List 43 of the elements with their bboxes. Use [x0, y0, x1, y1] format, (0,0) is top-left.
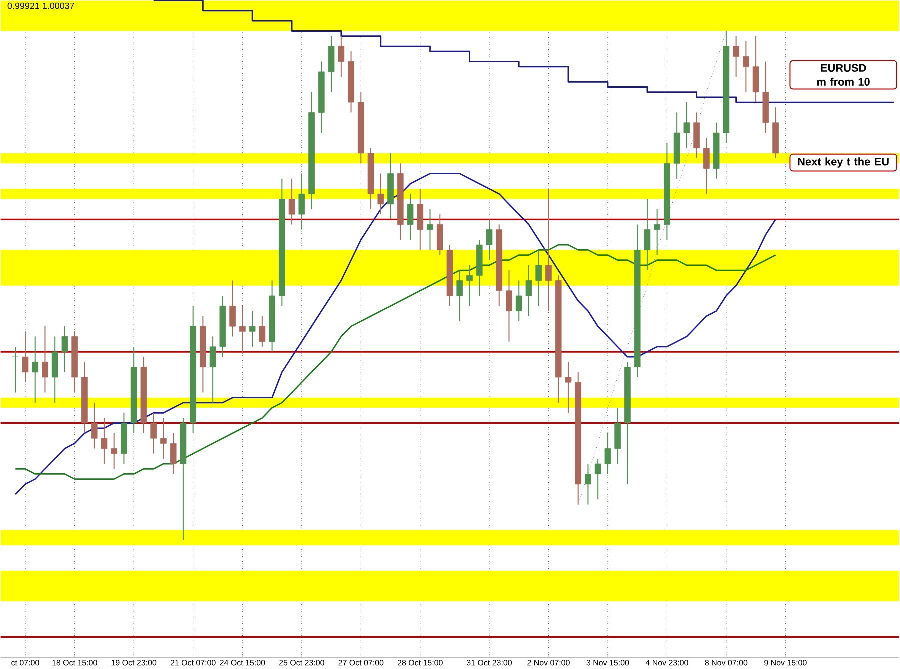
- candlestick: [111, 432, 118, 470]
- candlestick: [22, 331, 29, 384]
- candlestick: [654, 208, 660, 256]
- candlestick: [427, 208, 434, 251]
- candlestick: [240, 306, 246, 353]
- candlestick: [565, 362, 572, 414]
- candlestick: [516, 280, 522, 322]
- candlestick: [42, 326, 48, 394]
- candlestick: [456, 270, 464, 322]
- candlestick: [298, 173, 306, 230]
- candlestick: [259, 316, 266, 348]
- candlestick: [743, 40, 750, 93]
- annotation: EURUSD m from 10: [817, 64, 870, 86]
- candlestick: [594, 458, 602, 500]
- candlestick: [536, 250, 542, 307]
- candlestick: [378, 173, 384, 216]
- candlestick: [585, 464, 592, 506]
- candlestick: [150, 412, 157, 454]
- candlestick: [486, 219, 493, 261]
- candlestick: [604, 432, 612, 475]
- candlestick: [704, 138, 710, 195]
- candlestick: [210, 336, 216, 404]
- candlestick: [466, 264, 473, 307]
- candlestick: [170, 432, 177, 475]
- text: 0.99921 1.00037: [8, 2, 74, 10]
- candlestick: [32, 336, 39, 404]
- candlestick: [684, 102, 690, 149]
- candlestick: [230, 280, 236, 338]
- candlestick: [249, 310, 256, 348]
- candlestick: [506, 270, 512, 342]
- candlestick: [733, 36, 740, 78]
- candlestick: [644, 198, 651, 272]
- candlestick: [62, 326, 68, 373]
- candlestick: [101, 418, 108, 465]
- candlestick: [160, 418, 167, 460]
- candlestick: [407, 194, 414, 240]
- candlestick: [526, 264, 532, 317]
- candlestick: [12, 346, 19, 394]
- candlestick: [91, 402, 98, 450]
- candlestick: [338, 36, 345, 78]
- candlestick: [288, 178, 296, 226]
- candlestick: [546, 188, 552, 312]
- annotation: Next key t the EU: [798, 158, 889, 168]
